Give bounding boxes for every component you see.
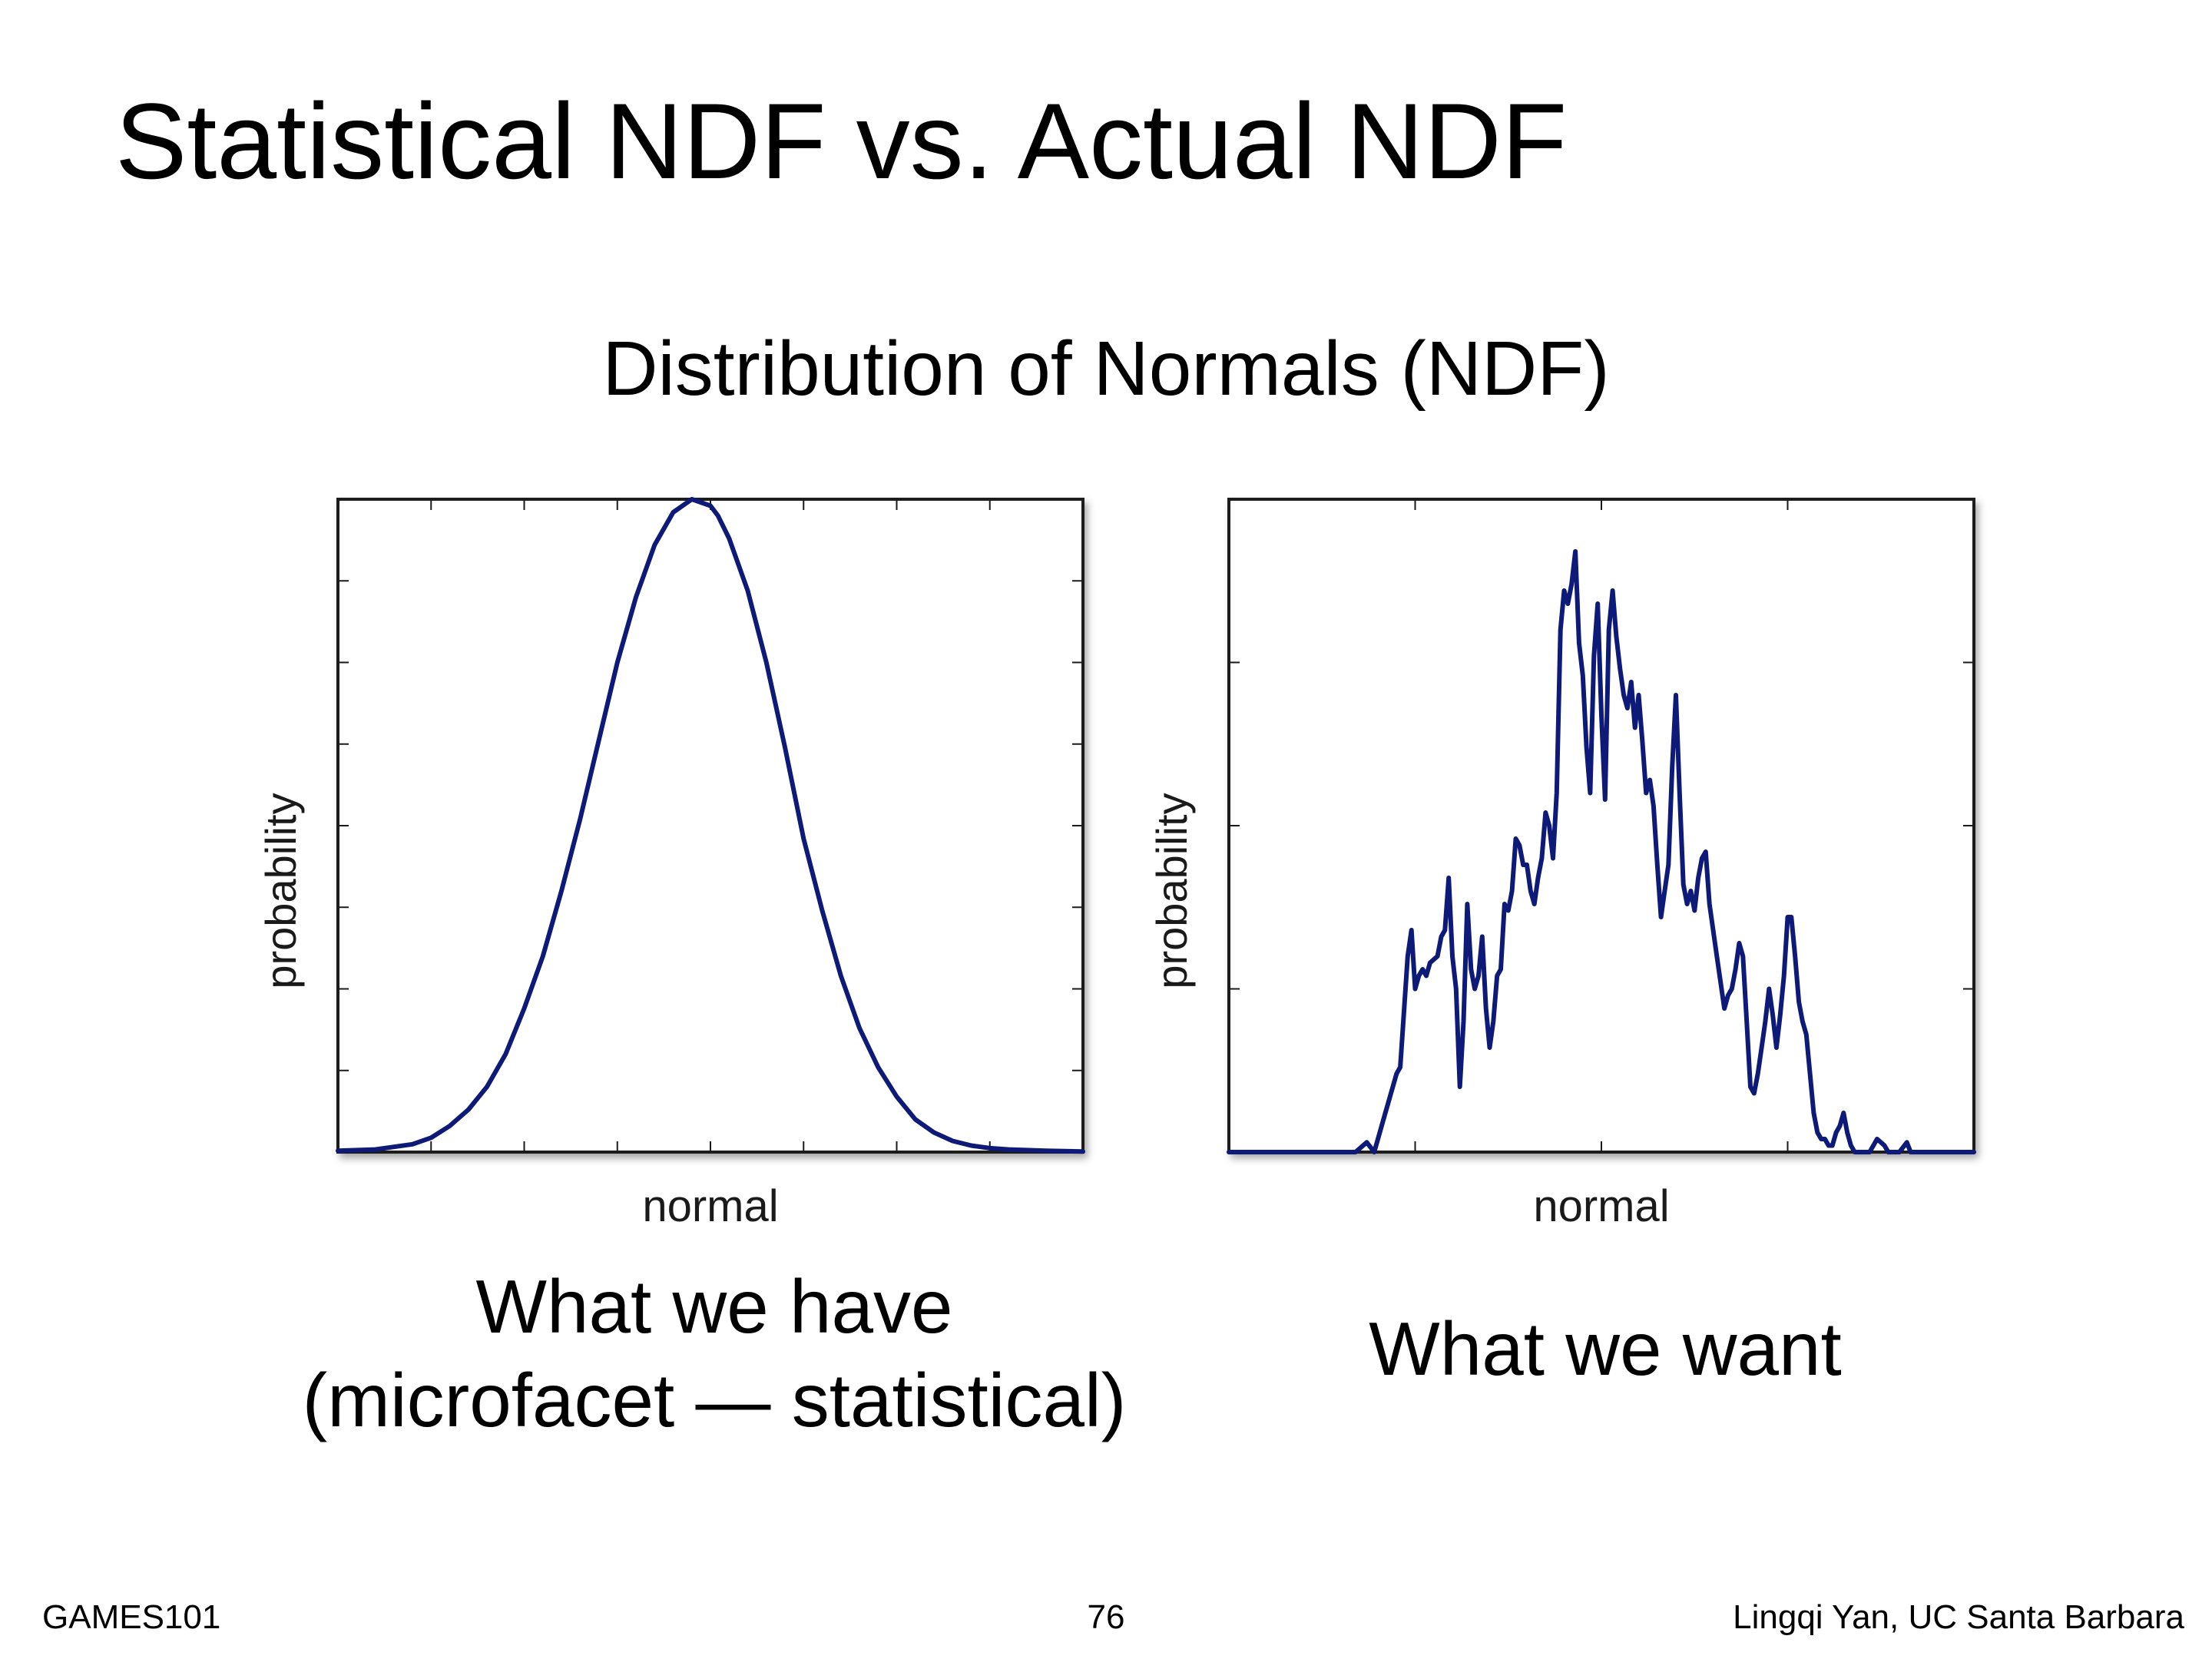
y-axis-label-actual-ndf: probability bbox=[1147, 793, 1196, 988]
plot-frame-actual-ndf bbox=[1227, 498, 1975, 1154]
caption-what-we-have-line2: (microfacet — statistical) bbox=[302, 1358, 1127, 1442]
caption-what-we-want: What we want bbox=[1369, 1306, 1842, 1391]
chart-actual-ndf: normal probability bbox=[1147, 498, 1976, 1231]
caption-what-we-have-line1: What we have bbox=[475, 1264, 953, 1349]
footer-page-number: 76 bbox=[1087, 1598, 1125, 1636]
footer-author: Lingqi Yan, UC Santa Barbara bbox=[1733, 1598, 2184, 1636]
chart-statistical-ndf: normal probability bbox=[257, 497, 1085, 1231]
y-axis-label-statistical-ndf: probability bbox=[257, 793, 305, 988]
section-heading: Distribution of Normals (NDF) bbox=[602, 326, 1610, 412]
slide-title: Statistical NDF vs. Actual NDF bbox=[115, 81, 1568, 201]
footer-course: GAMES101 bbox=[42, 1598, 221, 1636]
ndf-curve-statistical-ndf-0 bbox=[336, 497, 1085, 1154]
x-axis-label-statistical-ndf: normal bbox=[642, 1181, 778, 1231]
ndf-curve-actual-ndf-0 bbox=[1227, 549, 1976, 1154]
x-axis-label-actual-ndf: normal bbox=[1533, 1181, 1669, 1231]
plot-frame-statistical-ndf bbox=[336, 498, 1084, 1154]
caption-what-we-have: What we have (microfacet — statistical) bbox=[253, 1260, 1175, 1447]
